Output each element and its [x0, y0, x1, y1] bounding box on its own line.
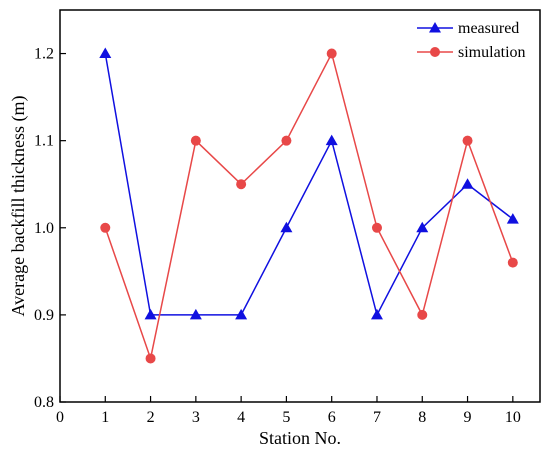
ticks-layer: 0 1 2 3 4 5 6 7 8 9 10 0.8 0.9 1.0 1.1 1.2 — [34, 46, 521, 426]
data-point-simulation-10 — [507, 257, 518, 268]
data-point-measured-4 — [235, 308, 248, 320]
series-simulation — [100, 48, 518, 364]
data-point-measured-2 — [144, 308, 157, 320]
legend-item-measured: measured — [417, 20, 519, 37]
y-tick-label-0.8: 0.8 — [34, 394, 54, 411]
x-tick-label-5: 5 — [282, 409, 290, 426]
data-point-measured-10 — [506, 213, 519, 224]
legend-marker-simulation — [430, 47, 440, 57]
data-point-simulation-7 — [371, 222, 382, 233]
data-point-simulation-4 — [236, 179, 247, 190]
x-tick-label-8: 8 — [418, 409, 426, 426]
data-point-simulation-2 — [145, 353, 156, 364]
y-tick-label-1.2: 1.2 — [34, 46, 54, 63]
legend-label-measured: measured — [458, 20, 519, 37]
data-point-simulation-1 — [100, 222, 111, 233]
legend-item-simulation: simulation — [417, 44, 526, 61]
data-point-simulation-9 — [462, 135, 473, 146]
data-point-measured-9 — [461, 178, 474, 189]
data-point-measured-6 — [325, 134, 338, 146]
x-tick-label-3: 3 — [192, 409, 200, 426]
legend-marker-measured — [429, 22, 441, 33]
y-tick-label-0.9: 0.9 — [34, 307, 54, 324]
plot-frame — [59, 9, 541, 403]
data-point-measured-1 — [99, 47, 112, 59]
data-point-simulation-6 — [326, 48, 337, 59]
data-point-simulation-3 — [190, 135, 201, 146]
x-tick-label-7: 7 — [373, 409, 381, 426]
series-line-measured — [104, 53, 514, 317]
x-tick-label-1: 1 — [101, 409, 109, 426]
series-layer — [99, 47, 519, 364]
x-tick-label-2: 2 — [147, 409, 155, 426]
legend: measured simulation — [417, 20, 526, 61]
legend-label-simulation: simulation — [458, 44, 526, 61]
data-point-simulation-5 — [281, 135, 292, 146]
x-tick-label-0: 0 — [56, 409, 64, 426]
series-measured — [99, 47, 519, 320]
data-point-measured-7 — [370, 308, 383, 320]
data-point-measured-5 — [280, 221, 293, 233]
x-axis-label: Station No. — [259, 428, 341, 448]
series-line-simulation — [104, 51, 514, 362]
y-axis-label: Average backfill thickness (m) — [8, 95, 29, 316]
data-point-measured-8 — [416, 221, 429, 233]
x-tick-label-4: 4 — [237, 409, 245, 426]
y-tick-label-1.0: 1.0 — [34, 220, 54, 237]
y-tick-label-1.1: 1.1 — [34, 133, 54, 150]
data-point-simulation-8 — [417, 309, 428, 320]
x-tick-label-9: 9 — [464, 409, 472, 426]
data-point-measured-3 — [189, 308, 202, 320]
x-tick-label-10: 10 — [505, 409, 521, 426]
x-tick-label-6: 6 — [328, 409, 336, 426]
